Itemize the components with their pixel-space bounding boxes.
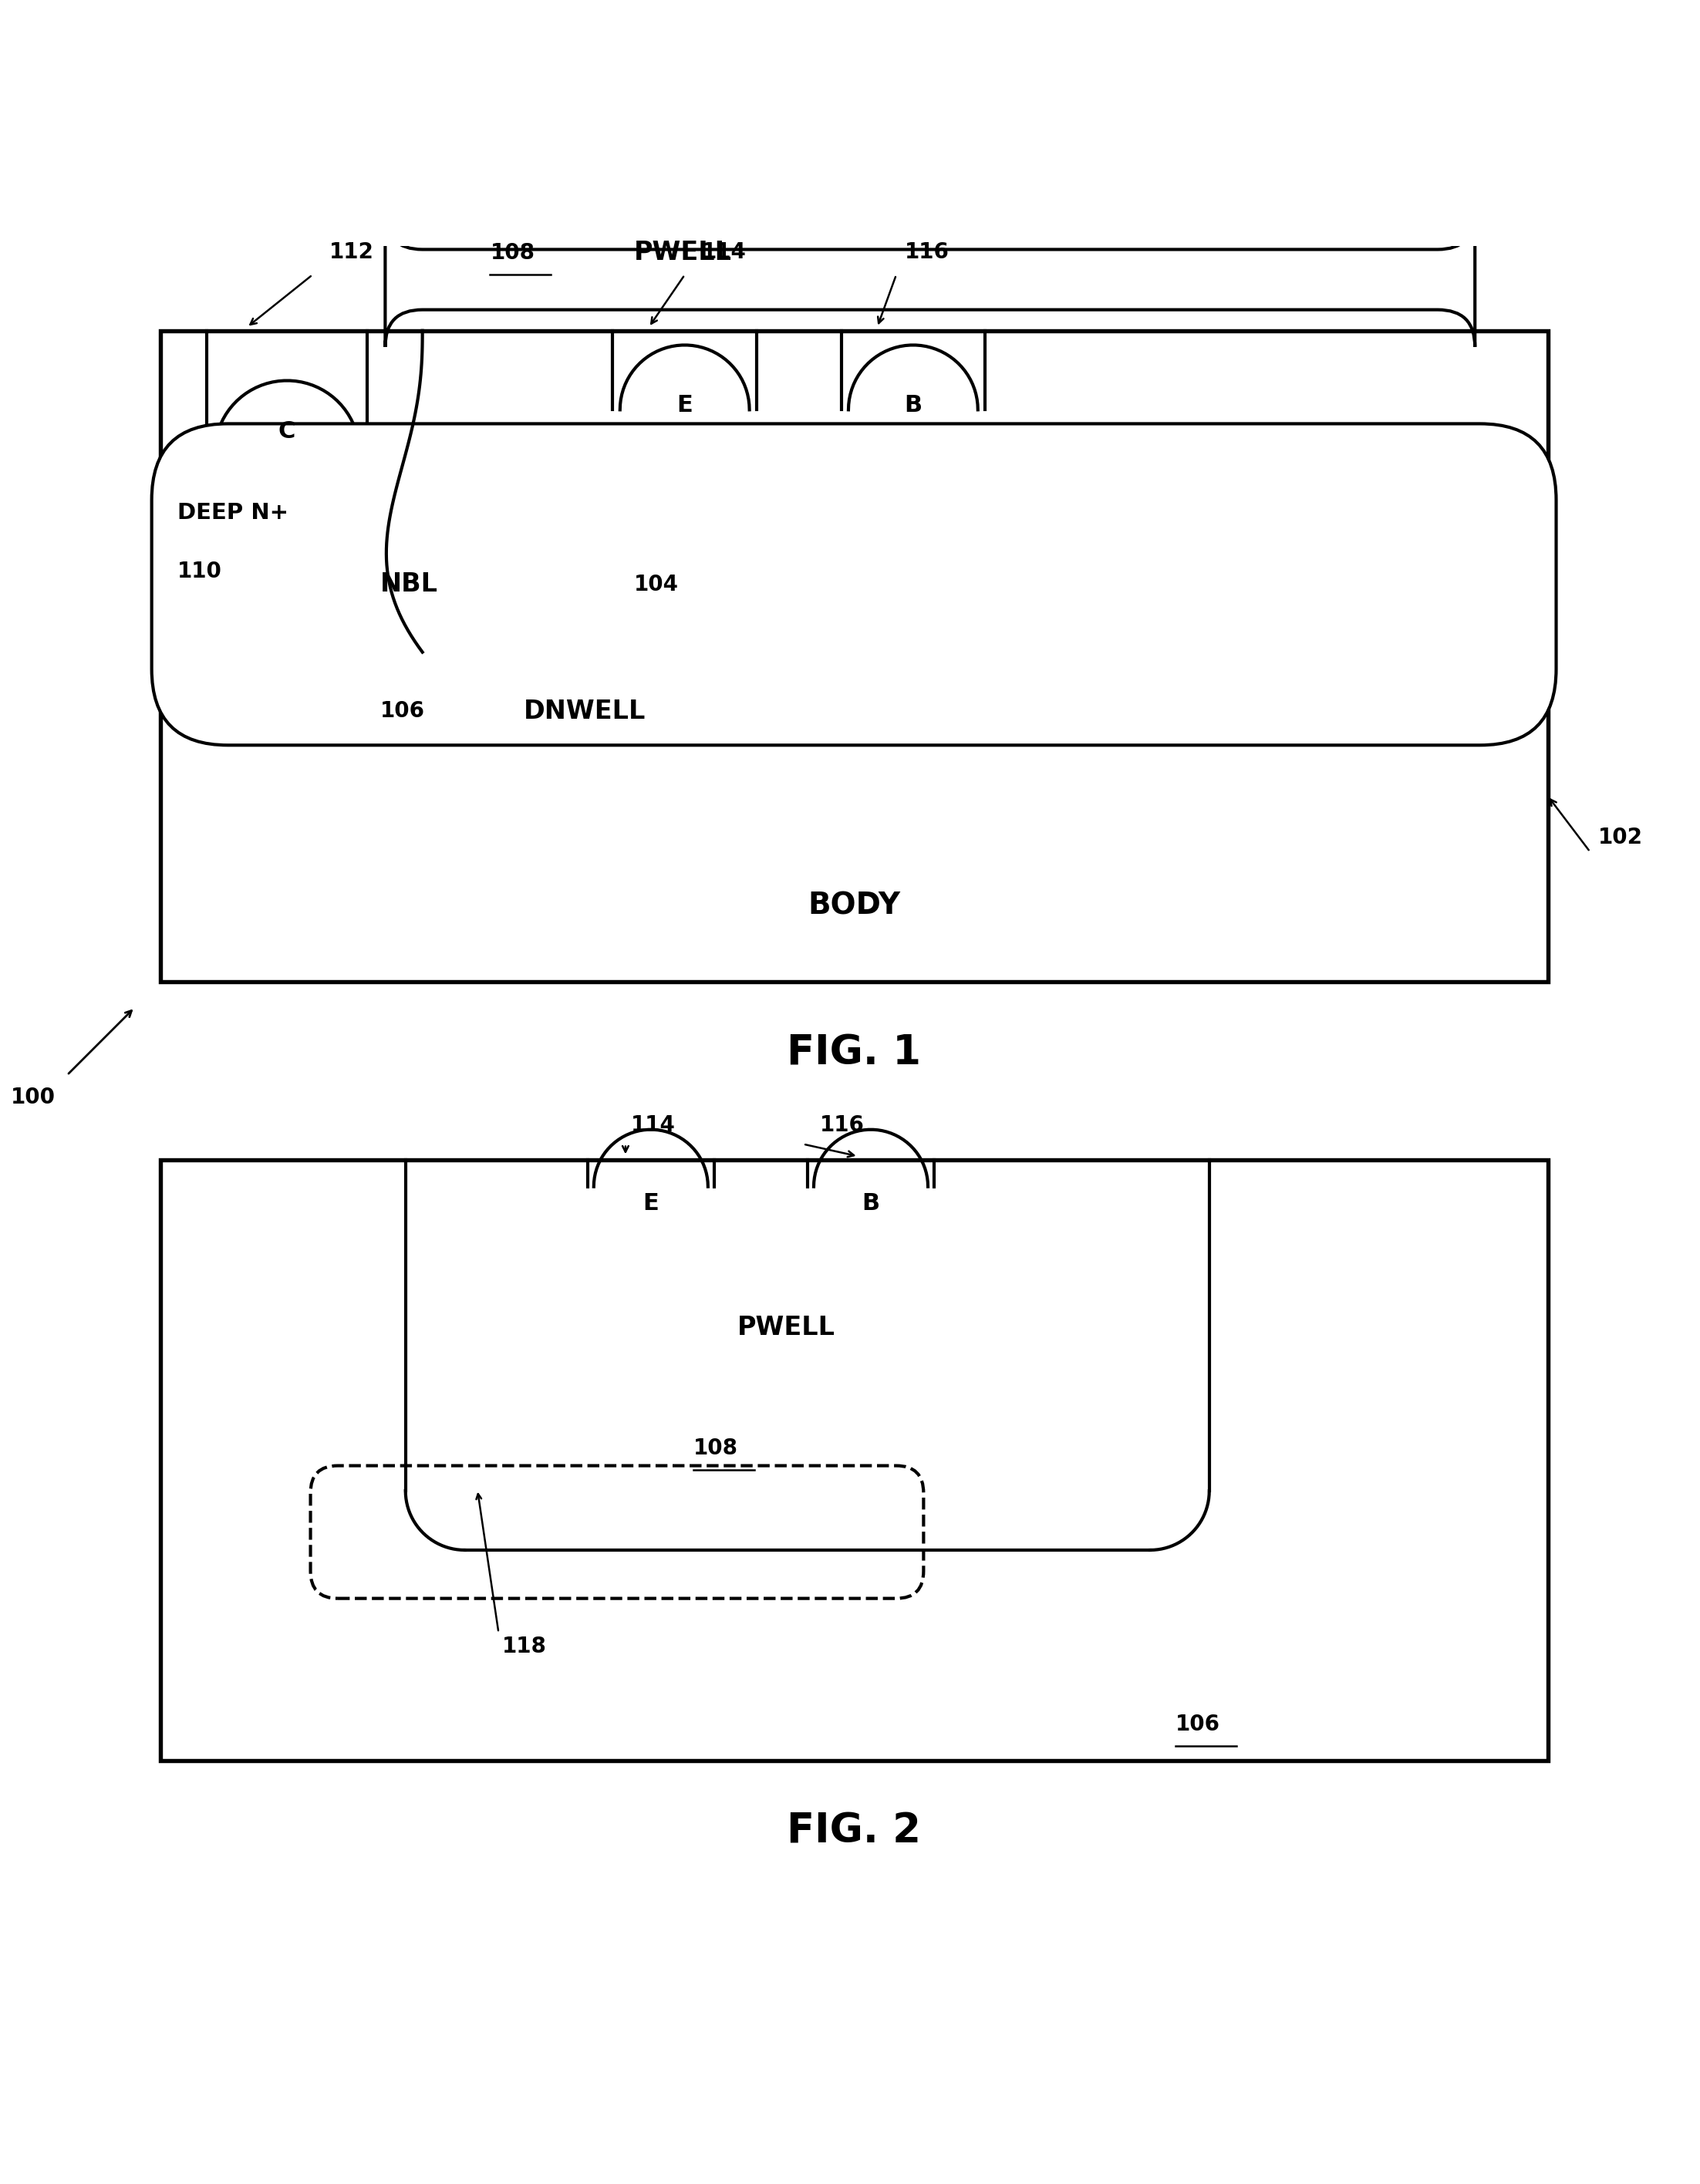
Text: 104: 104 xyxy=(634,574,678,596)
Text: 102: 102 xyxy=(1598,828,1644,847)
Text: 116: 116 xyxy=(904,242,949,262)
Text: C: C xyxy=(279,422,296,443)
Text: B: B xyxy=(904,395,921,417)
Text: 112: 112 xyxy=(330,242,374,262)
Text: 108: 108 xyxy=(694,1437,738,1459)
Text: 108: 108 xyxy=(490,242,536,264)
Text: 114: 114 xyxy=(631,1114,675,1136)
Text: FIG. 1: FIG. 1 xyxy=(787,1033,921,1072)
Text: DNWELL: DNWELL xyxy=(524,699,646,725)
Text: 106: 106 xyxy=(381,701,425,723)
Text: 110: 110 xyxy=(177,561,221,583)
FancyBboxPatch shape xyxy=(151,424,1556,745)
Bar xyxy=(160,1160,1547,1760)
Bar xyxy=(160,330,1547,983)
Text: 114: 114 xyxy=(702,242,746,262)
Text: 118: 118 xyxy=(502,1636,547,1658)
Text: B: B xyxy=(862,1192,881,1214)
Text: PWELL: PWELL xyxy=(634,240,733,266)
Text: E: E xyxy=(643,1192,660,1214)
Text: NBL: NBL xyxy=(381,572,439,596)
Text: FIG. 2: FIG. 2 xyxy=(787,1811,921,1852)
Text: 116: 116 xyxy=(819,1114,865,1136)
FancyBboxPatch shape xyxy=(386,212,1476,347)
Text: E: E xyxy=(677,395,692,417)
Text: BODY: BODY xyxy=(807,891,901,919)
Text: 100: 100 xyxy=(10,1088,54,1109)
Text: PWELL: PWELL xyxy=(738,1315,835,1341)
Text: 106: 106 xyxy=(1175,1714,1221,1734)
Text: DEEP N+: DEEP N+ xyxy=(177,502,289,524)
